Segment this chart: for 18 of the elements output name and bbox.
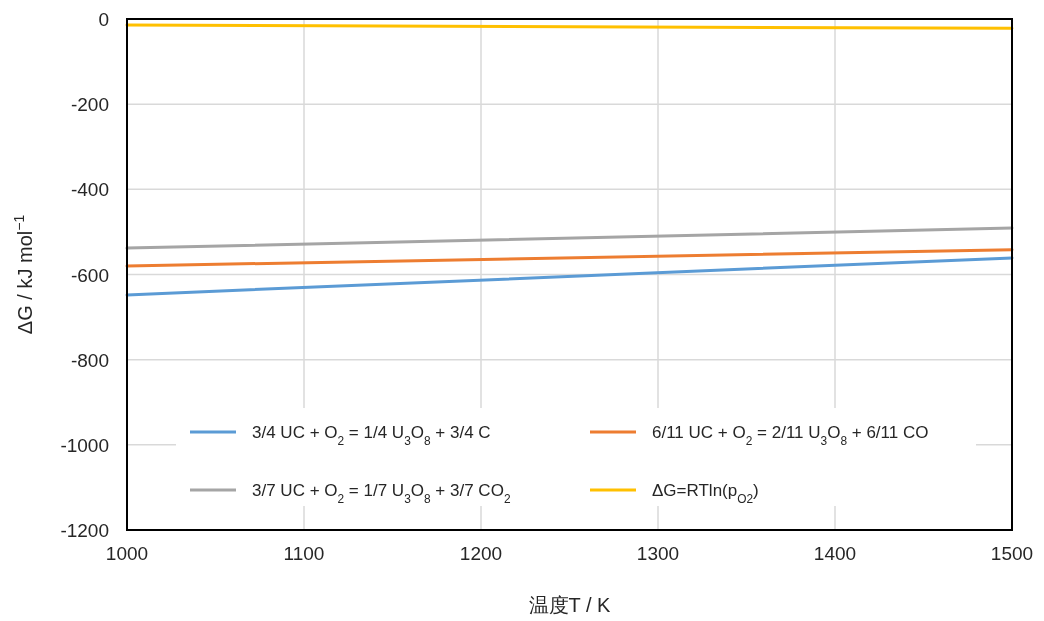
- x-tick-label: 1200: [459, 543, 503, 564]
- x-tick-label: 1100: [283, 543, 325, 564]
- x-axis-title: 温度T / K: [528, 594, 612, 616]
- legend-label: 6/11 UC + O$_{2}$ = 2/11 U$_{3}$O$_{8}$ + 6/11 CO: [652, 423, 929, 448]
- x-tick-label: 1400: [813, 543, 857, 564]
- y-tick-label: -200: [70, 94, 109, 116]
- y-tick-label: -1200: [60, 520, 109, 541]
- legend-label: ΔG=RTln(p$_{O2}$): [652, 481, 759, 506]
- y-tick-label: -1000: [60, 434, 109, 456]
- legend-label: 3/4 UC + O$_{2}$ = 1/4 U$_{3}$O$_{8}$ + 3/4 C: [252, 423, 491, 448]
- legend-label: 3/7 UC + O$_{2}$ = 1/7 U$_{3}$O$_{8}$ + 3/7 CO$_{2}$: [252, 481, 511, 506]
- x-tick-label: 1300: [636, 543, 680, 564]
- x-tick-label: 1000: [105, 543, 149, 564]
- x-tick-label: 1500: [990, 543, 1034, 564]
- y-tick-label: -400: [70, 179, 109, 201]
- y-tick-label: -600: [70, 264, 109, 286]
- y-tick-label: -800: [70, 349, 109, 371]
- y-tick-label: 0: [98, 9, 109, 30]
